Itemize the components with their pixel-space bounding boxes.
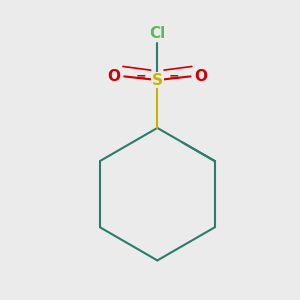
- Text: =: =: [136, 70, 146, 84]
- Text: O: O: [194, 69, 207, 84]
- Text: O: O: [108, 69, 121, 84]
- Text: S: S: [152, 73, 163, 88]
- Text: =: =: [169, 70, 179, 84]
- Text: Cl: Cl: [149, 26, 166, 41]
